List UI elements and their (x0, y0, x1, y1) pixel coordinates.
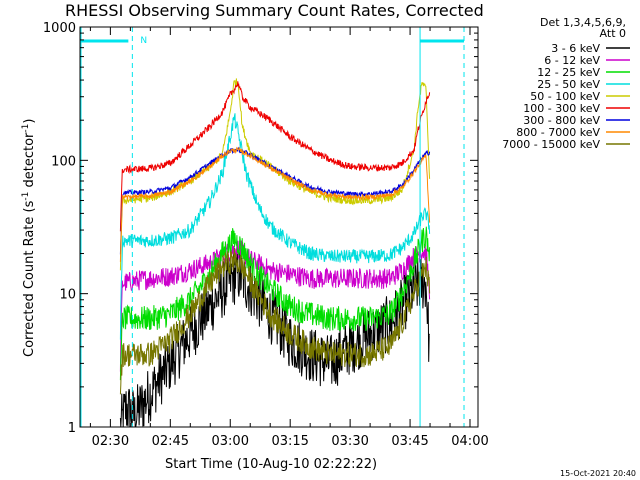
legend-label: 300 - 800 keV (523, 114, 600, 127)
flag-label: N (140, 36, 147, 46)
series-layer (119, 78, 431, 428)
series-line-0 (119, 249, 431, 428)
x-tick-label: 03:00 (212, 434, 249, 449)
y-axis-label: Corrected Count Rate (s-1 detector-1) (21, 119, 37, 357)
series-line-3 (119, 113, 431, 340)
series-line-6 (119, 146, 431, 255)
y-tick-label: 1000 (43, 21, 76, 36)
plot-frame (79, 26, 479, 428)
legend-label: 6 - 12 keV (544, 54, 600, 67)
legend-label: 7000 - 15000 keV (502, 138, 600, 151)
legend-label: 50 - 100 keV (530, 90, 600, 103)
y-tick-label: 10 (59, 288, 76, 303)
series-line-2 (119, 226, 431, 381)
x-tick-label: 03:30 (331, 434, 368, 449)
legend-label: 100 - 300 keV (523, 102, 600, 115)
x-tick-label: 03:15 (271, 434, 308, 449)
y-tick-label: 100 (51, 154, 76, 169)
x-axis-label: Start Time (10-Aug-10 02:22:22) (165, 457, 377, 472)
legend-detectors: Det 1,3,4,5,6,9, (540, 16, 626, 29)
chart-title: RHESSI Observing Summary Count Rates, Co… (65, 1, 484, 20)
legend-attenuator: Att 0 (600, 27, 626, 40)
x-tick-label: 02:45 (152, 434, 189, 449)
series-line-1 (119, 240, 431, 372)
x-tick-label: 02:30 (92, 434, 129, 449)
series-line-7 (119, 146, 431, 262)
y-tick-label: 1 (68, 421, 76, 436)
plot-area: N 02:30 02:45 03:00 03:15 03:30 03:45 04:00 1 10… (43, 21, 489, 449)
x-tick-label: 04:00 (451, 434, 488, 449)
legend-label: 25 - 50 keV (537, 78, 600, 91)
generation-timestamp: 15-Oct-2021 20:40 (560, 469, 636, 478)
legend-label: 12 - 25 keV (537, 66, 600, 79)
series-line-8 (119, 247, 431, 395)
series-line-5 (119, 81, 431, 232)
legend-label: 800 - 7000 keV (516, 126, 600, 139)
legend-label: 3 - 6 keV (551, 42, 600, 55)
x-tick-label: 03:45 (391, 434, 428, 449)
night-markers: N (80, 27, 465, 427)
axes: 02:30 02:45 03:00 03:15 03:30 03:45 04:00 1 10 10… (43, 21, 489, 449)
